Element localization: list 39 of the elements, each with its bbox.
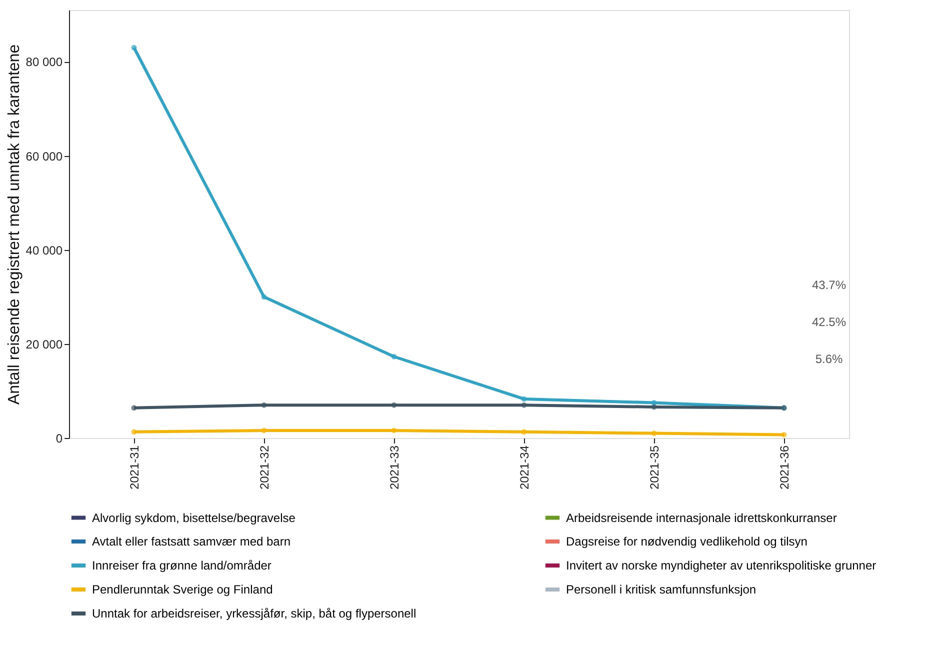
- point: [391, 428, 397, 434]
- legend-label: Pendlerunntak Sverige og Finland: [92, 582, 273, 596]
- legend-label: Invitert av norske myndigheter av utenrikspolitiske grunner: [566, 558, 876, 572]
- legend-label: Dagsreise for nødvendig vedlikehold og tilsyn: [566, 534, 808, 548]
- point: [261, 402, 267, 408]
- point: [651, 430, 657, 436]
- y-tick-label: 0: [56, 432, 63, 446]
- x-tick-label: 2021-31: [128, 445, 142, 490]
- legend-label: Unntak for arbeidsreiser, yrkessjåfør, skip, båt og flypersonell: [92, 606, 416, 620]
- point: [651, 404, 657, 410]
- point: [391, 354, 397, 360]
- legend-label: Personell i kritisk samfunnsfunksjon: [566, 582, 756, 596]
- point: [521, 429, 527, 435]
- y-tick-label: 20 000: [26, 337, 63, 352]
- point: [261, 294, 267, 300]
- legend-label: Innreiser fra grønne land/områder: [92, 558, 272, 572]
- point: [521, 396, 527, 402]
- point: [131, 405, 137, 411]
- x-tick-label: 2021-32: [258, 445, 272, 490]
- y-tick-label: 80 000: [26, 55, 63, 70]
- point: [391, 402, 397, 408]
- x-tick-label: 2021-33: [388, 445, 402, 490]
- legend-label: Arbeidsreisende internasjonale idrettskonkurranser: [566, 510, 837, 525]
- x-tick-label: 2021-35: [648, 445, 662, 490]
- legend-label: Avtalt eller fastsatt samvær med barn: [92, 534, 291, 548]
- y-axis-title: Antall reisende registrert med unntak fra karantene: [6, 44, 23, 405]
- point: [521, 402, 527, 408]
- y-tick-label: 60 000: [26, 149, 63, 164]
- point: [781, 432, 787, 438]
- annotation: 5.6%: [815, 352, 843, 366]
- point: [261, 428, 267, 434]
- point: [131, 44, 137, 50]
- x-tick-label: 2021-36: [778, 445, 792, 490]
- annotation: 42.5%: [812, 315, 846, 329]
- x-tick-label: 2021-34: [518, 445, 532, 490]
- point: [131, 429, 137, 435]
- annotation: 43.7%: [812, 278, 846, 292]
- y-tick-label: 40 000: [26, 243, 63, 258]
- legend-label: Alvorlig sykdom, bisettelse/begravelse: [92, 510, 296, 525]
